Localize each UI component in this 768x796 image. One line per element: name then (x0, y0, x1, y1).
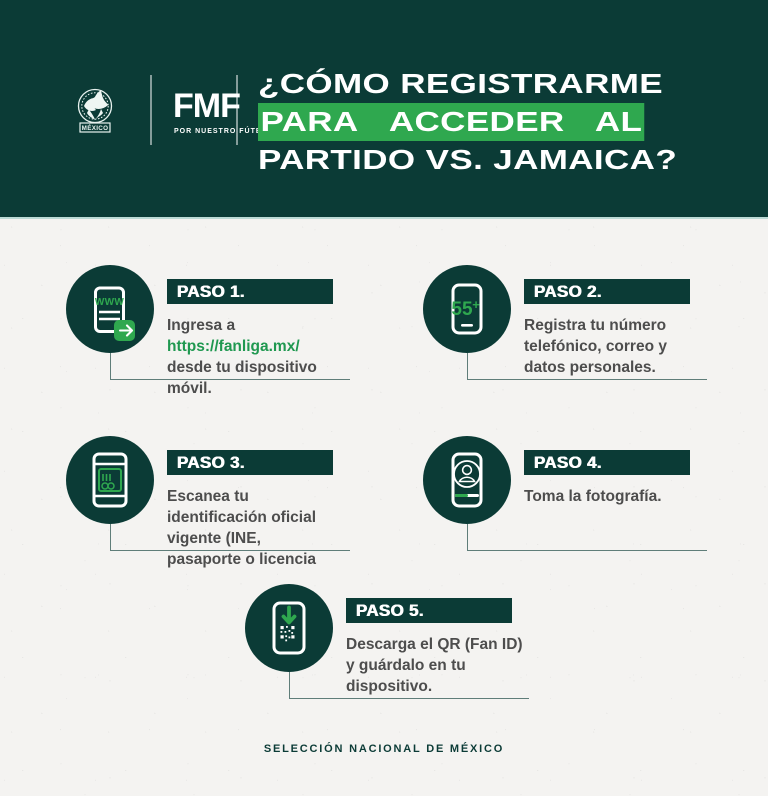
svg-text:+: + (472, 297, 480, 312)
svg-text:55: 55 (451, 299, 473, 320)
svg-text:MÉXICO: MÉXICO (82, 123, 109, 132)
svg-text:WWW: WWW (95, 297, 124, 308)
